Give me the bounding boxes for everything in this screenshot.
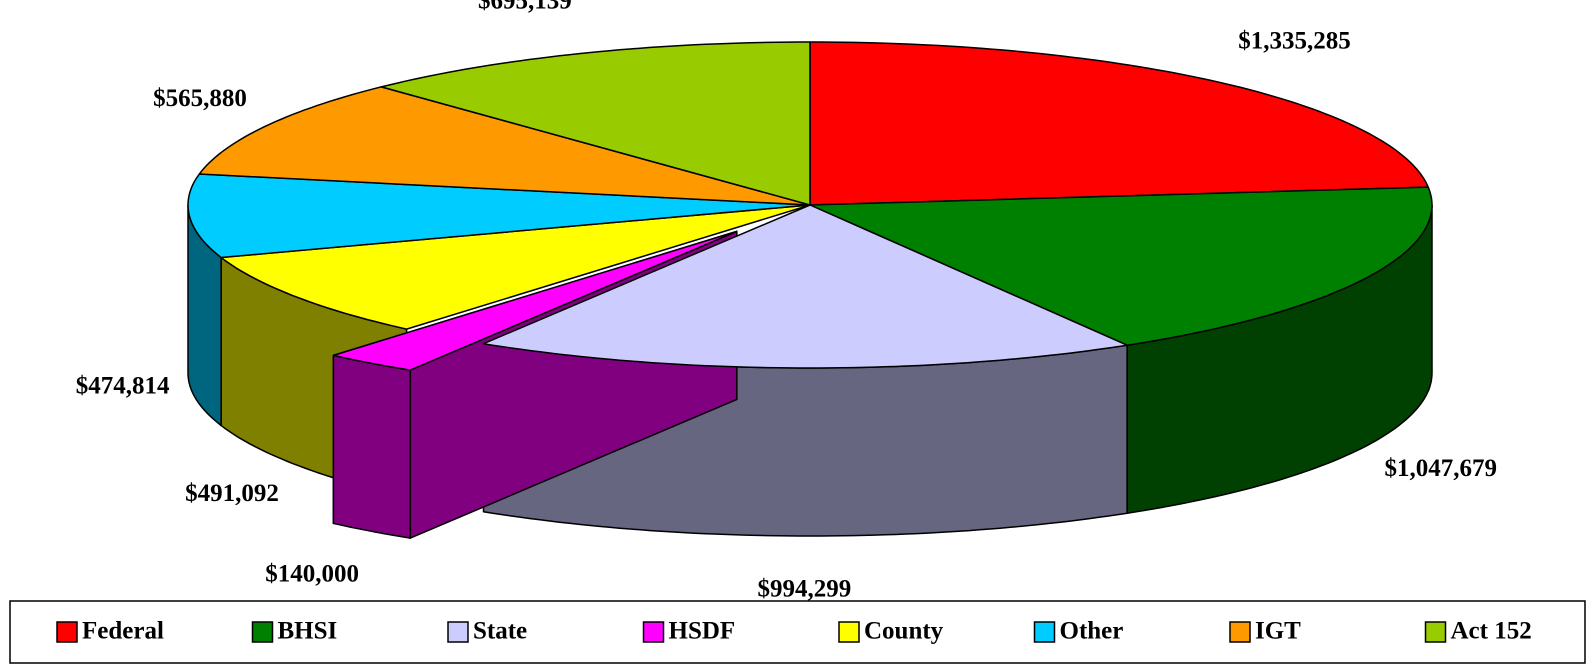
value-label: $491,092 [185, 480, 279, 507]
legend-swatch [642, 621, 665, 643]
slice-top [809, 186, 1433, 346]
legend-box [9, 600, 1586, 664]
legend-label: County [864, 618, 944, 645]
legend-label: Act 152 [1451, 618, 1532, 645]
value-label: $1,047,679 [1384, 455, 1497, 482]
slice-top [332, 230, 738, 371]
legend-label: Federal [82, 618, 164, 645]
value-label: $994,299 [757, 576, 851, 603]
legend-swatch [1229, 621, 1251, 643]
slice-top [198, 86, 811, 206]
slice-top [187, 173, 811, 259]
legend-swatch [838, 621, 860, 643]
value-label: $1,335,285 [1238, 27, 1351, 54]
slice-top [220, 204, 811, 330]
value-label: $565,880 [153, 85, 247, 112]
legend-swatch [447, 621, 469, 643]
legend-label: BHSI [278, 618, 338, 645]
value-label: $695,139 [478, 0, 572, 14]
legend-label: IGT [1255, 618, 1301, 645]
legend-swatch [56, 621, 78, 643]
slice-top [482, 204, 1128, 369]
legend-label: HSDF [669, 618, 736, 645]
legend-swatch [1033, 621, 1056, 643]
legend-swatch [251, 621, 274, 643]
legend-swatch [1424, 621, 1447, 643]
slice-side [332, 354, 412, 539]
value-label: $474,814 [76, 373, 170, 400]
value-label: $140,000 [265, 560, 359, 587]
legend-label: State [473, 618, 527, 645]
slice-top [380, 41, 811, 206]
slice-top [809, 41, 1429, 206]
legend-label: Other [1060, 618, 1124, 645]
